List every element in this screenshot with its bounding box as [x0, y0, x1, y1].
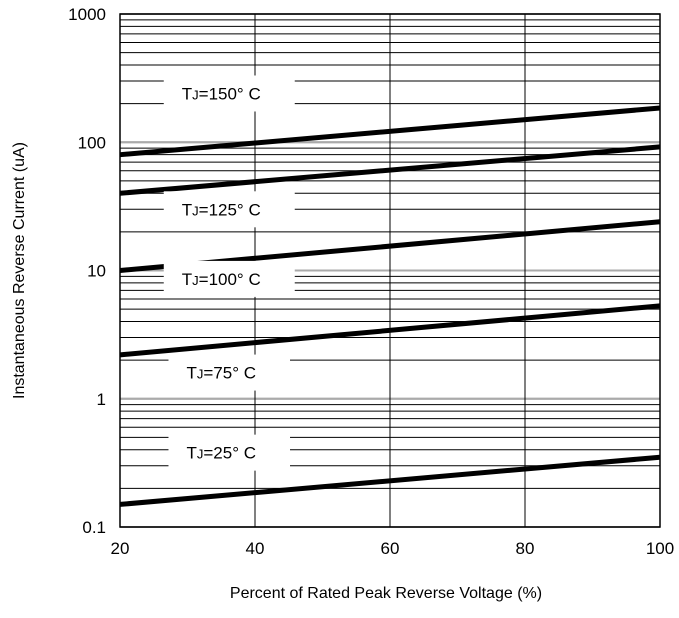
curve-label-box [168, 354, 291, 391]
curve-label-2: TJ=100° C [163, 260, 295, 297]
x-tick-label: 60 [381, 539, 400, 558]
curve-label-box [163, 260, 295, 297]
series-line-125 [119, 144, 661, 196]
x-tick-label: 80 [516, 539, 535, 558]
curve-label-text: TJ=150° C [182, 84, 261, 103]
curve-label-text: TJ=75° C [186, 364, 256, 383]
curve-label-3: TJ=75° C [168, 354, 291, 391]
curve-label-1: TJ=125° C [163, 191, 295, 228]
plot-frame [119, 13, 661, 528]
curve-labels: TJ=150° C TJ=125° C TJ=100° C TJ=75° C TJ=25… [163, 75, 295, 471]
curve-label-box [168, 434, 291, 471]
curve-label-text: TJ=125° C [182, 200, 261, 219]
series-line-25 [119, 454, 661, 507]
curve-label-box [163, 191, 295, 228]
y-tick-label: 1000 [68, 5, 106, 24]
curve-label-text: TJ=25° C [186, 444, 256, 463]
tick-labels: 20 40 60 80 100 0.1 1 10 100 1000 [68, 5, 674, 558]
y-tick-label: 0.1 [82, 518, 106, 537]
x-tick-label: 100 [646, 539, 674, 558]
x-axis-title: Percent of Rated Peak Reverse Voltage (%… [230, 585, 542, 602]
x-tick-label: 20 [111, 539, 130, 558]
y-tick-label: 10 [87, 262, 106, 281]
series-line-75 [119, 303, 661, 358]
y-tick-label: 1 [97, 390, 106, 409]
series-line-150 [119, 105, 661, 158]
curve-label-box [163, 75, 295, 112]
curve-label-text: TJ=100° C [182, 270, 261, 289]
x-tick-label: 40 [246, 539, 265, 558]
y-tick-label: 100 [78, 133, 106, 152]
y-axis-title: Instantaneous Reverse Current (uA) [11, 142, 28, 399]
curve-label-4: TJ=25° C [168, 434, 291, 471]
curve-label-0: TJ=150° C [163, 75, 295, 112]
